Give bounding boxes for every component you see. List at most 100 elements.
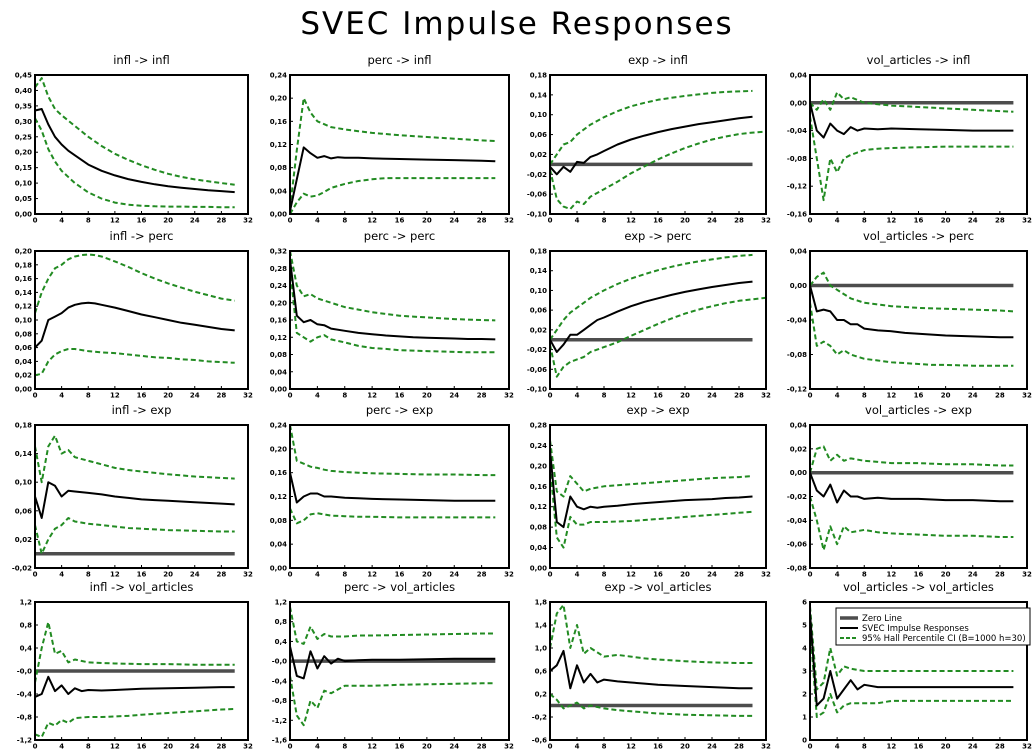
x-tick-label: 16 — [653, 392, 663, 400]
x-tick-label: 16 — [914, 743, 924, 751]
x-tick-label: 24 — [707, 571, 717, 579]
y-tick-label: 1,8 — [535, 599, 548, 607]
panel-title: vol_articles -> infl — [867, 53, 971, 67]
panel-6: exp -> perc -0,10 -0,06 -0,02 0,02 0,06 0,10 0,… — [527, 229, 771, 400]
panel-title: infl -> vol_articles — [90, 580, 194, 594]
series-irf — [289, 146, 496, 212]
x-tick-label: 24 — [449, 392, 459, 400]
y-tick-label: 0,12 — [270, 493, 287, 501]
y-tick-label: 0,00 — [270, 386, 287, 394]
y-tick-label: 0,8 — [275, 618, 288, 626]
y-tick-label: 4 — [802, 645, 807, 653]
series-ci-upper — [549, 603, 753, 664]
x-tick-label: 24 — [968, 571, 978, 579]
y-tick-label: 0,18 — [530, 72, 547, 80]
x-tick-label: 28 — [734, 392, 744, 400]
y-tick-label: -0,06 — [527, 366, 547, 374]
x-tick-label: 24 — [449, 743, 459, 751]
x-tick-label: 32 — [761, 743, 771, 751]
y-tick-label: 0,32 — [270, 248, 287, 256]
x-tick-label: 28 — [995, 571, 1005, 579]
y-tick-label: 0,6 — [535, 668, 548, 676]
series-ci-upper — [34, 621, 235, 683]
y-tick-label: 0,00 — [790, 469, 807, 477]
x-tick-label: 20 — [680, 217, 690, 225]
y-tick-label: 0,20 — [15, 248, 32, 256]
series-ci-lower — [289, 675, 496, 727]
x-tick-label: 32 — [504, 743, 514, 751]
x-tick-label: 4 — [59, 743, 64, 751]
x-tick-label: 0 — [808, 392, 813, 400]
series-ci-lower — [289, 268, 496, 354]
series-ci-lower — [809, 624, 1014, 718]
x-tick-label: 16 — [653, 571, 663, 579]
series-ci-upper — [549, 89, 753, 165]
series-irf — [549, 115, 753, 176]
y-tick-label: 0,20 — [270, 95, 287, 103]
x-tick-label: 32 — [761, 392, 771, 400]
panel-title: infl -> perc — [110, 229, 174, 243]
x-tick-label: 0 — [548, 217, 553, 225]
y-tick-label: 0,12 — [270, 334, 287, 342]
panel-13: perc -> vol_articles -1,6 -1,2 -0,8 -0,4 -0,0… — [272, 580, 514, 751]
x-tick-label: 4 — [575, 743, 580, 751]
plot-frame — [34, 601, 249, 741]
plot-frame — [549, 424, 767, 569]
series-ci-upper — [549, 440, 753, 498]
series-ci-upper — [34, 434, 235, 484]
x-tick-label: 8 — [862, 571, 867, 579]
y-tick-label: 0,16 — [270, 469, 287, 477]
y-tick-label: 0,08 — [15, 330, 32, 338]
x-tick-label: 16 — [914, 571, 924, 579]
x-tick-label: 16 — [914, 217, 924, 225]
panel-title: perc -> exp — [366, 403, 433, 417]
series-irf — [289, 646, 496, 680]
y-tick-label: 0,00 — [790, 99, 807, 107]
x-tick-label: 12 — [887, 743, 897, 751]
series-irf — [809, 102, 1014, 139]
panel-2: exp -> infl -0,10 -0,06 -0,02 0,02 0,06 0,10 0,… — [527, 53, 771, 225]
plot-frame — [809, 250, 1028, 390]
x-tick-label: 20 — [680, 392, 690, 400]
y-tick-label: -0,02 — [527, 171, 547, 179]
x-tick-label: 4 — [59, 392, 64, 400]
x-tick-label: 4 — [835, 743, 840, 751]
x-tick-label: 12 — [887, 217, 897, 225]
y-tick-label: -0,04 — [787, 517, 807, 525]
panel-3: vol_articles -> infl -0,16 -0,12 -0,08 -0,04… — [787, 53, 1032, 225]
y-tick-label: -0,04 — [787, 317, 807, 325]
series-ci-upper — [289, 606, 496, 645]
y-tick-label: 1,2 — [275, 599, 288, 607]
y-tick-label: 0,10 — [15, 317, 32, 325]
panel-10: exp -> exp 0,00 0,04 0,08 0,12 0,16 0,20 0,24 0,… — [530, 403, 771, 579]
y-tick-label: -0,06 — [787, 541, 807, 549]
panel-9: perc -> exp 0,00 0,04 0,08 0,12 0,16 0,20 0,24 0… — [270, 403, 514, 579]
y-tick-label: 0,28 — [530, 422, 547, 430]
x-tick-label: 4 — [835, 571, 840, 579]
series-ci-upper — [289, 424, 496, 477]
x-tick-label: 4 — [575, 392, 580, 400]
x-tick-label: 8 — [342, 743, 347, 751]
series-ci-lower — [809, 302, 1014, 367]
panel-title: exp -> perc — [624, 229, 691, 243]
x-tick-label: 28 — [217, 392, 227, 400]
y-tick-label: 0,04 — [270, 541, 287, 549]
x-tick-label: 28 — [477, 571, 487, 579]
x-tick-label: 4 — [575, 217, 580, 225]
series-ci-lower — [34, 517, 235, 555]
x-tick-label: 16 — [137, 743, 147, 751]
y-tick-label: 0,4 — [275, 638, 288, 646]
series-irf — [289, 472, 496, 504]
y-tick-label: -0,4 — [17, 691, 32, 699]
x-tick-label: 4 — [315, 392, 320, 400]
y-tick-label: 0,28 — [270, 265, 287, 273]
x-tick-label: 12 — [367, 392, 377, 400]
x-tick-label: 4 — [315, 571, 320, 579]
x-tick-label: 12 — [887, 392, 897, 400]
series-irf — [34, 108, 235, 194]
x-tick-label: 4 — [315, 743, 320, 751]
x-tick-label: 16 — [653, 743, 663, 751]
y-tick-label: 0,14 — [530, 91, 547, 99]
y-tick-label: 0,04 — [790, 422, 807, 430]
